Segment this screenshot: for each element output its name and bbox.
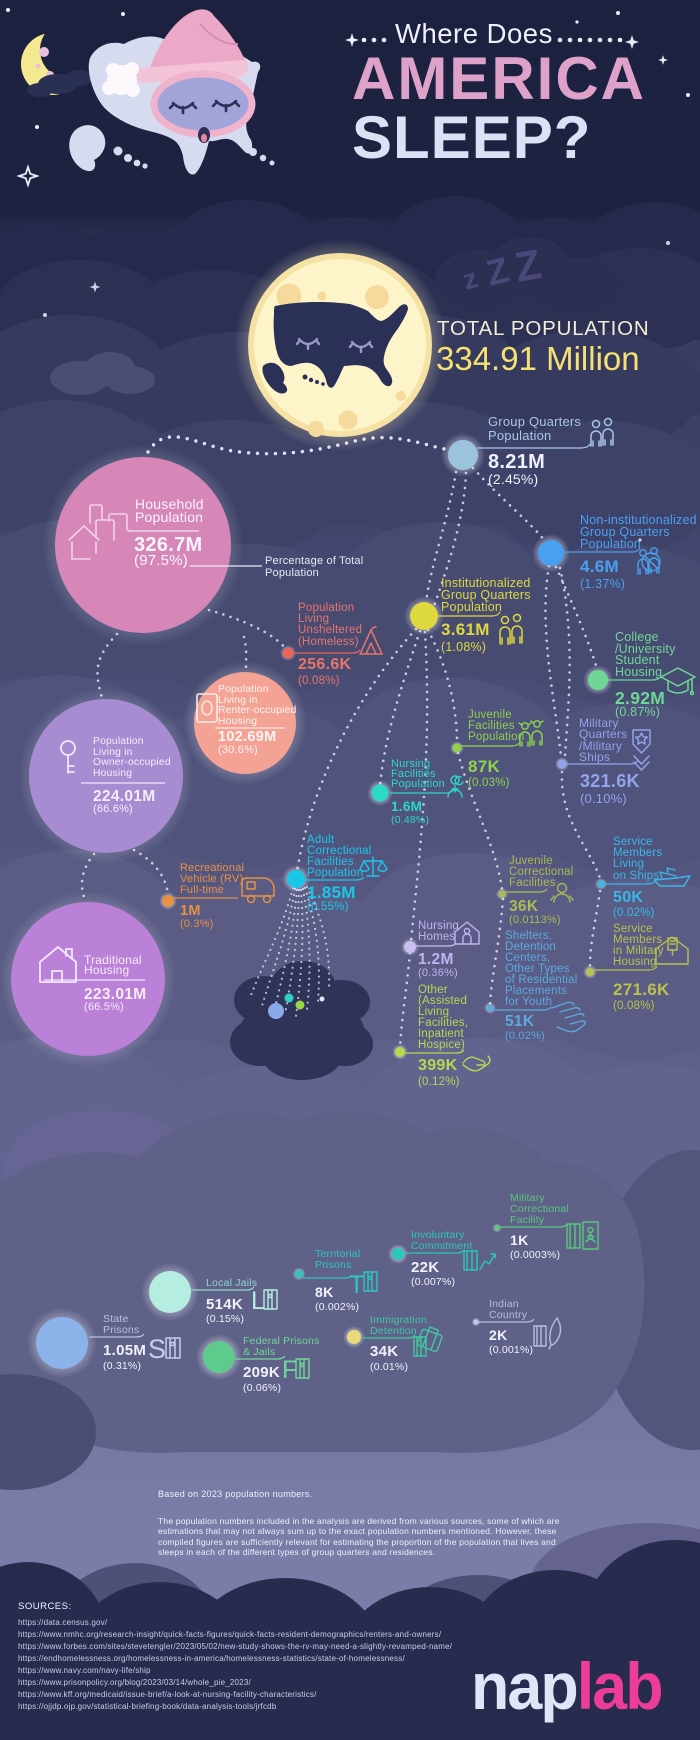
svg-text:T: T xyxy=(349,1271,364,1299)
svg-text:F: F xyxy=(282,1356,297,1384)
svg-text:L: L xyxy=(251,1287,265,1315)
svg-text:S: S xyxy=(148,1334,166,1364)
